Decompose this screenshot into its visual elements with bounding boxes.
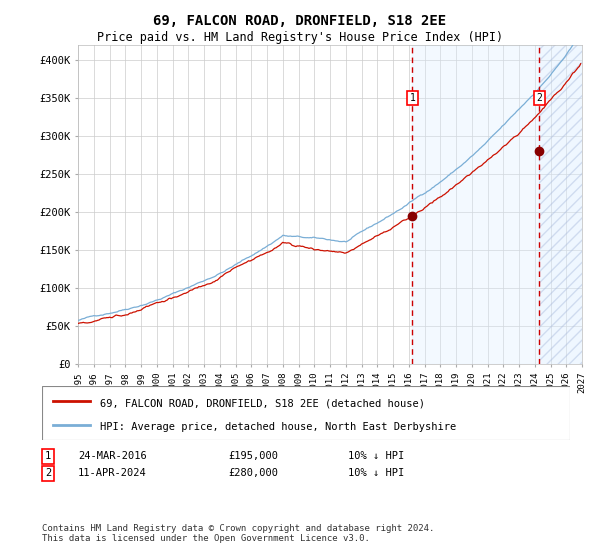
Text: 10% ↓ HPI: 10% ↓ HPI (348, 451, 404, 461)
Text: £280,000: £280,000 (228, 468, 278, 478)
Text: HPI: Average price, detached house, North East Derbyshire: HPI: Average price, detached house, Nort… (100, 422, 457, 432)
Text: 2: 2 (536, 93, 542, 103)
Text: Price paid vs. HM Land Registry's House Price Index (HPI): Price paid vs. HM Land Registry's House … (97, 31, 503, 44)
Text: £195,000: £195,000 (228, 451, 278, 461)
Text: 10% ↓ HPI: 10% ↓ HPI (348, 468, 404, 478)
Text: 11-APR-2024: 11-APR-2024 (78, 468, 147, 478)
Text: 2: 2 (45, 468, 51, 478)
Text: 1: 1 (409, 93, 415, 103)
Text: Contains HM Land Registry data © Crown copyright and database right 2024.
This d: Contains HM Land Registry data © Crown c… (42, 524, 434, 543)
Text: 24-MAR-2016: 24-MAR-2016 (78, 451, 147, 461)
Text: 1: 1 (45, 451, 51, 461)
Text: 69, FALCON ROAD, DRONFIELD, S18 2EE (detached house): 69, FALCON ROAD, DRONFIELD, S18 2EE (det… (100, 398, 425, 408)
Text: 69, FALCON ROAD, DRONFIELD, S18 2EE: 69, FALCON ROAD, DRONFIELD, S18 2EE (154, 14, 446, 28)
Bar (539, 45, 582, 364)
FancyBboxPatch shape (42, 386, 570, 440)
Bar (412, 45, 539, 364)
